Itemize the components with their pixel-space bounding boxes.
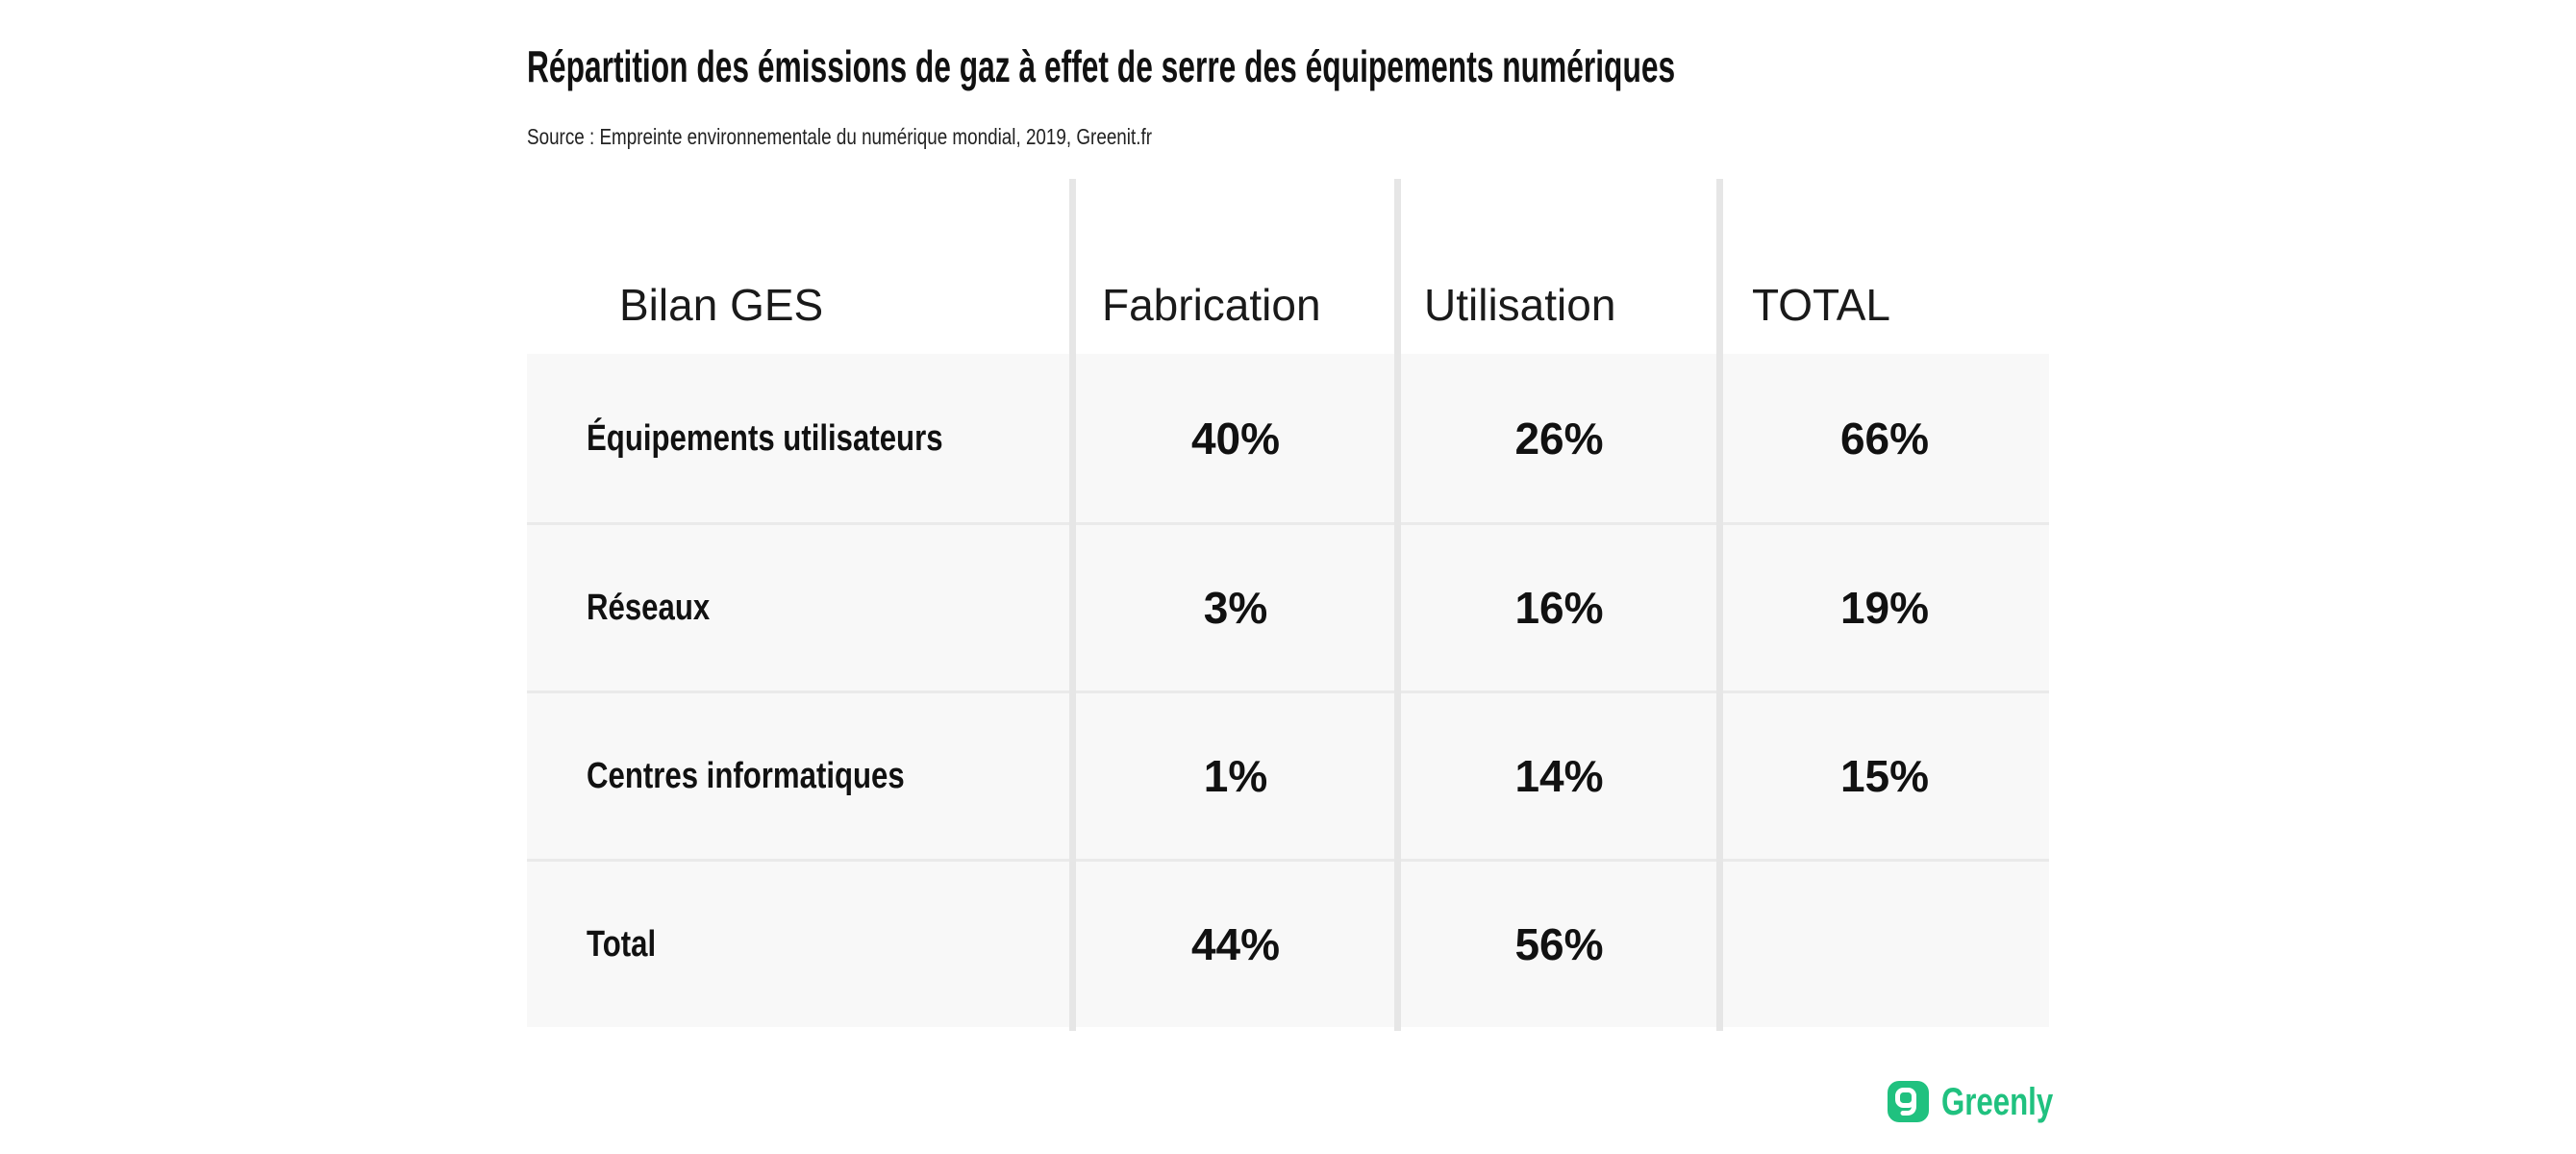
- row-label-cell: Total: [527, 862, 1073, 1027]
- header-label: Utilisation: [1424, 280, 1616, 330]
- cell-value: 19%: [1839, 583, 1930, 633]
- header-label: Fabrication: [1102, 280, 1321, 330]
- cell-value: 14%: [1514, 751, 1604, 801]
- greenly-logo: Greenly: [1888, 1081, 2085, 1122]
- row-label: Centres informatiques: [587, 756, 905, 796]
- cell-value: 3%: [1203, 583, 1268, 633]
- header-cell-bilan-ges: Bilan GES: [527, 179, 1073, 354]
- table-row-reseaux: Réseaux 3% 16% 19%: [527, 522, 2049, 690]
- greenly-logo-icon: [1888, 1081, 1929, 1122]
- cell-value: 15%: [1839, 751, 1930, 801]
- value-cell-total: 19%: [1720, 525, 2049, 690]
- value-cell-utilisation: 56%: [1398, 862, 1720, 1027]
- column-separator: [1716, 179, 1723, 1031]
- cell-value: 26%: [1514, 413, 1604, 464]
- cell-value: 56%: [1514, 919, 1604, 969]
- table-row-equipements-utilisateurs: Équipements utilisateurs 40% 26% 66%: [527, 354, 2049, 522]
- row-label: Réseaux: [587, 588, 711, 628]
- ges-table: Bilan GES Fabrication Utilisation TOTAL …: [527, 179, 2049, 1031]
- value-cell-fabrication: 40%: [1073, 354, 1398, 522]
- header-cell-total: TOTAL: [1720, 179, 2049, 354]
- greenly-logo-text: Greenly: [1941, 1080, 2054, 1123]
- table-row-centres-informatiques: Centres informatiques 1% 14% 15%: [527, 690, 2049, 859]
- header-label: TOTAL: [1752, 280, 1890, 330]
- header-cell-fabrication: Fabrication: [1073, 179, 1398, 354]
- header-cell-utilisation: Utilisation: [1398, 179, 1720, 354]
- row-label: Équipements utilisateurs: [587, 417, 943, 459]
- row-label-cell: Équipements utilisateurs: [527, 354, 1073, 522]
- infographic-content: Répartition des émissions de gaz à effet…: [527, 0, 2053, 1154]
- cell-value: 44%: [1190, 919, 1281, 969]
- value-cell-fabrication: 3%: [1073, 525, 1398, 690]
- cell-value: 16%: [1514, 583, 1604, 633]
- value-cell-fabrication: 44%: [1073, 862, 1398, 1027]
- table-header-row: Bilan GES Fabrication Utilisation TOTAL: [527, 179, 2049, 354]
- header-label: Bilan GES: [619, 280, 824, 330]
- column-separator: [1069, 179, 1076, 1031]
- table-row-total: Total 44% 56%: [527, 859, 2049, 1027]
- value-cell-fabrication: 1%: [1073, 693, 1398, 859]
- cell-value: 1%: [1203, 751, 1268, 801]
- row-label-cell: Centres informatiques: [527, 693, 1073, 859]
- value-cell-total: 15%: [1720, 693, 2049, 859]
- source-caption: Source : Empreinte environnementale du n…: [527, 124, 1152, 149]
- value-cell-utilisation: 26%: [1398, 354, 1720, 522]
- value-cell-utilisation: 16%: [1398, 525, 1720, 690]
- row-label: Total: [587, 924, 657, 965]
- cell-value: 66%: [1839, 413, 1930, 464]
- value-cell-total: 66%: [1720, 354, 2049, 522]
- page-title: Répartition des émissions de gaz à effet…: [527, 41, 1676, 91]
- value-cell-total: [1720, 862, 2049, 1027]
- greenly-g-glyph: [1895, 1088, 1916, 1116]
- row-label-cell: Réseaux: [527, 525, 1073, 690]
- cell-value: 40%: [1190, 413, 1281, 464]
- column-separator: [1394, 179, 1401, 1031]
- value-cell-utilisation: 14%: [1398, 693, 1720, 859]
